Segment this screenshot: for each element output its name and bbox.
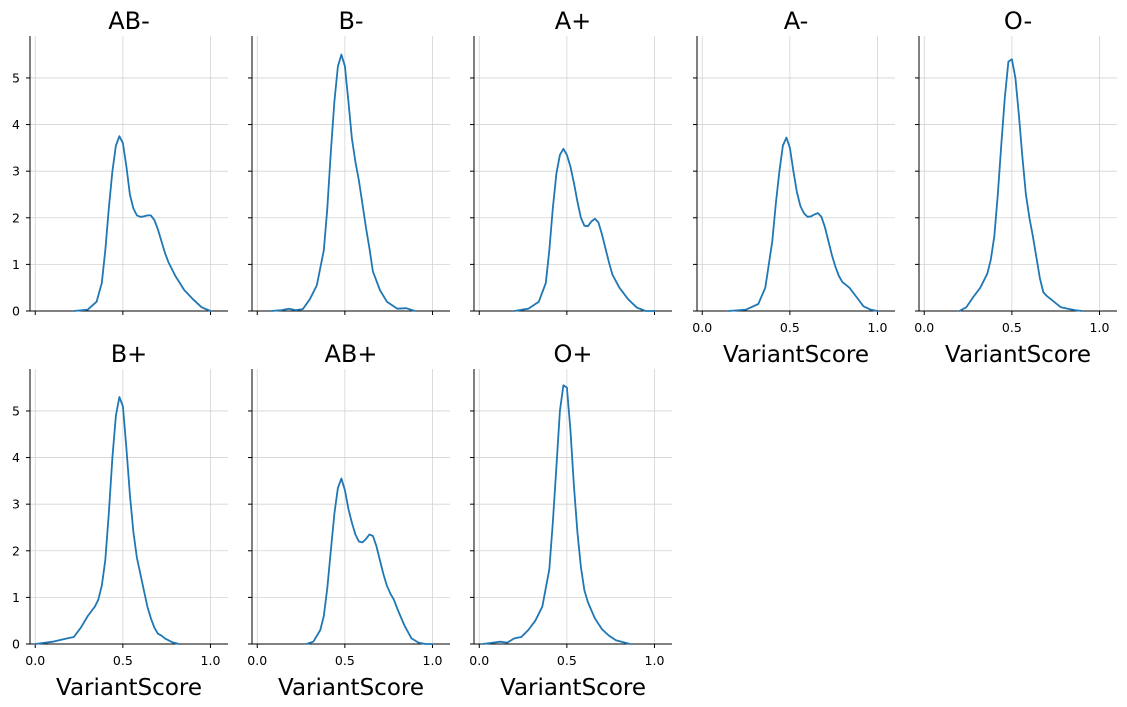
y-tick-label: 5 [12, 70, 20, 85]
facet-title: B- [338, 7, 363, 35]
y-tick-label: 0 [12, 304, 20, 319]
y-tick-label: 4 [12, 450, 20, 465]
x-tick-label: 0.5 [113, 653, 133, 668]
x-axis-label: VariantScore [500, 675, 646, 701]
x-tick-label: 0.0 [692, 320, 712, 335]
y-tick-label: 0 [12, 637, 20, 652]
kde-curve [513, 147, 656, 312]
y-tick-label: 2 [12, 210, 20, 225]
kde-curve [727, 136, 879, 312]
facet-o-negpos: 0.0 0.5 1.0 O+ VariantScore [469, 340, 672, 701]
facet-ab-neg: 0 1 2 3 4 5 AB- [12, 7, 228, 319]
x-tick-label: 0.5 [335, 653, 355, 668]
facet-a-negpos: A+ [470, 7, 672, 315]
kde-curve [72, 135, 212, 312]
y-tick-label: 3 [12, 497, 20, 512]
facet-o-neg: 0.0 0.5 1.0 O- VariantScore [914, 7, 1117, 368]
x-tick-label: 0.0 [247, 653, 267, 668]
facet-b-negpos: 0 1 2 3 4 5 0.0 0.5 1.0 B+ VariantScore [12, 340, 228, 701]
facet-title: A- [784, 7, 809, 35]
y-tick-label: 1 [12, 590, 20, 605]
x-tick-label: 1.0 [1090, 320, 1110, 335]
kde-curve [34, 396, 180, 645]
y-tick-label: 5 [12, 403, 20, 418]
facet-title: O+ [554, 340, 593, 368]
x-tick-label: 0.0 [914, 320, 934, 335]
x-tick-label: 0.5 [1002, 320, 1022, 335]
x-axis-label: VariantScore [56, 675, 202, 701]
kde-curve [305, 477, 434, 645]
x-tick-label: 0.0 [25, 653, 45, 668]
kde-curve [481, 384, 631, 645]
facet-a-neg: 0.0 0.5 1.0 A- VariantScore [692, 7, 895, 368]
y-tick-label: 3 [12, 164, 20, 179]
facet-b-neg: B- [248, 7, 450, 315]
y-tick-label: 4 [12, 117, 20, 132]
x-tick-label: 1.0 [645, 653, 665, 668]
facet-title: O- [1004, 7, 1032, 35]
facet-title: AB- [108, 7, 150, 35]
x-tick-label: 1.0 [423, 653, 443, 668]
facet-ab-negpos: 0.0 0.5 1.0 AB+ VariantScore [247, 340, 450, 701]
facet-title: A+ [555, 7, 592, 35]
x-tick-label: 1.0 [201, 653, 221, 668]
y-tick-label: 2 [12, 543, 20, 558]
x-tick-label: 0.5 [780, 320, 800, 335]
x-axis-label: VariantScore [278, 675, 424, 701]
x-axis-label: VariantScore [723, 342, 869, 368]
x-axis-label: VariantScore [945, 342, 1091, 368]
x-tick-label: 0.5 [557, 653, 577, 668]
kde-curve [958, 58, 1083, 312]
x-tick-label: 0.0 [469, 653, 489, 668]
kde-curve [270, 53, 416, 312]
facet-title: B+ [111, 340, 148, 368]
facet-title: AB+ [325, 340, 378, 368]
y-tick-label: 1 [12, 257, 20, 272]
x-tick-label: 1.0 [868, 320, 888, 335]
